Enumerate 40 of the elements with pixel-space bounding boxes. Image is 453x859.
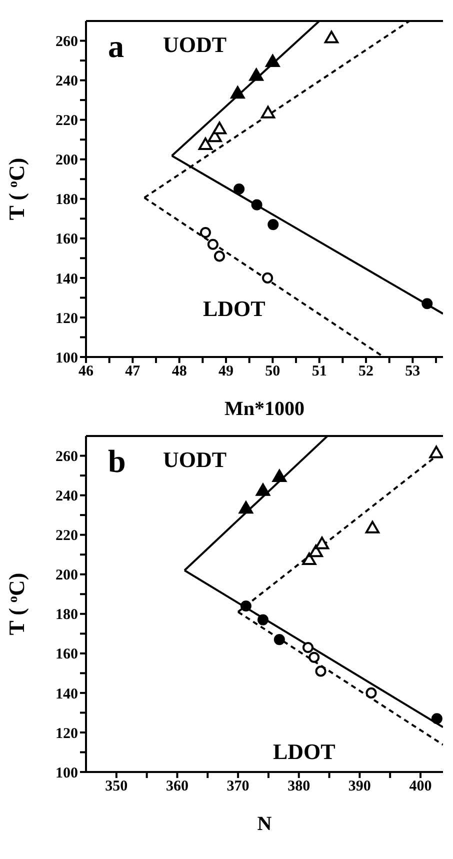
x-tick-label: 350: [105, 778, 128, 795]
y-tick-label: 240: [56, 74, 78, 90]
x-tick-label: 380: [288, 778, 310, 795]
x-tick-label: 51: [312, 364, 327, 380]
y-tick-label: 180: [56, 192, 78, 208]
y-tick-label: 200: [56, 568, 78, 584]
y-tick-label: 200: [56, 152, 78, 169]
x-axis-title: N: [257, 813, 272, 835]
x-tick-label: 400: [409, 778, 432, 795]
y-tick-label: 160: [56, 232, 78, 248]
x-axis-title: Mn*1000: [224, 398, 304, 420]
annotation: b: [108, 443, 126, 479]
x-tick-label: 47: [125, 364, 141, 380]
x-tick-label: 390: [348, 778, 371, 795]
y-tick-label: 260: [56, 34, 78, 50]
x-tick-label: 370: [226, 778, 250, 795]
y-tick-label: 260: [56, 449, 78, 466]
y-tick-label: 160: [56, 646, 78, 663]
y-tick-label: 220: [56, 528, 78, 544]
y-tick-label: 220: [56, 113, 78, 130]
y-tick-label: 140: [56, 271, 78, 288]
x-tick-label: 50: [265, 364, 280, 380]
annotation: UODT: [163, 32, 227, 57]
annotation: LDOT: [203, 296, 266, 321]
x-tick-label: 53: [405, 364, 420, 380]
annotation: LDOT: [273, 739, 336, 764]
annotation: a: [108, 28, 124, 64]
y-tick-label: 240: [56, 488, 78, 505]
annotation: UODT: [163, 447, 227, 472]
y-tick-label: 120: [56, 726, 78, 742]
x-tick-label: 52: [358, 364, 374, 380]
x-tick-label: 46: [78, 364, 94, 380]
y-tick-label: 120: [56, 310, 78, 327]
x-tick-label: 48: [172, 364, 187, 380]
y-tick-label: 140: [56, 686, 78, 702]
y-tick-label: 100: [56, 350, 78, 366]
x-tick-label: 360: [166, 778, 188, 795]
x-tick-label: 49: [218, 364, 234, 380]
y-tick-label: 100: [56, 765, 78, 782]
y-tick-label: 180: [56, 607, 78, 624]
